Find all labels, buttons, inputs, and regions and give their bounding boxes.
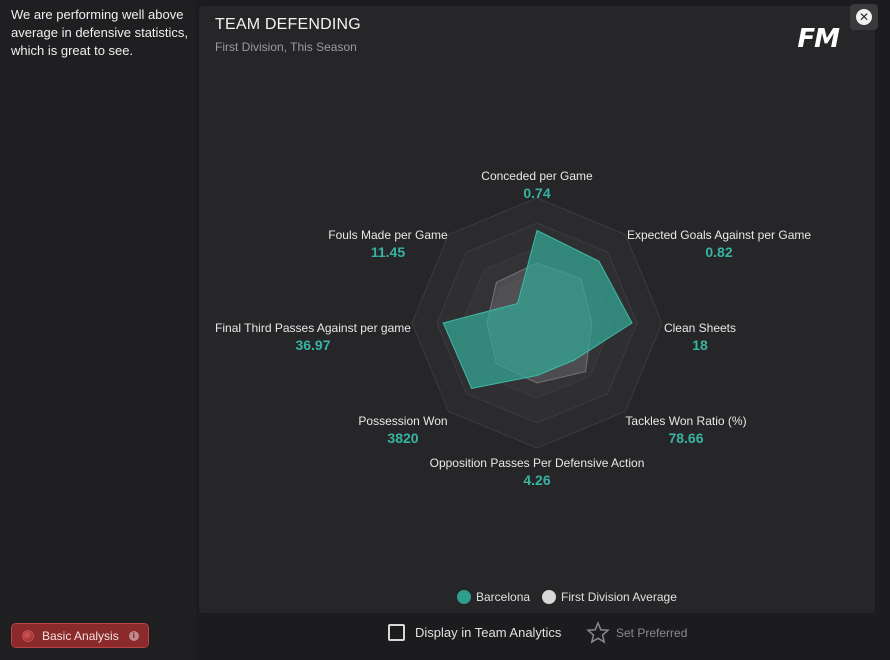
axis-value: 3820 bbox=[387, 430, 418, 446]
legend-average-label: First Division Average bbox=[561, 590, 677, 604]
analysis-status-icon bbox=[22, 629, 34, 642]
set-preferred-button[interactable]: Set Preferred bbox=[586, 621, 687, 645]
info-icon[interactable]: i bbox=[128, 630, 139, 641]
right-edge bbox=[878, 0, 890, 660]
axis-label: Clean Sheets bbox=[664, 321, 736, 335]
axis-value: 0.74 bbox=[523, 185, 550, 201]
set-preferred-label: Set Preferred bbox=[616, 626, 688, 640]
left-panel: We are performing well above average in … bbox=[0, 0, 196, 660]
axis-label: Expected Goals Against per Game bbox=[627, 228, 811, 242]
basic-analysis-button[interactable]: Basic Analysis i bbox=[11, 623, 149, 648]
close-button[interactable]: ✕ bbox=[850, 4, 878, 30]
fm-logo: FM bbox=[797, 24, 840, 54]
display-in-team-analytics-toggle[interactable]: Display in Team Analytics bbox=[388, 624, 561, 641]
axis-label: Possession Won bbox=[358, 414, 447, 428]
axis-value: 78.66 bbox=[668, 430, 703, 446]
display-checkbox[interactable] bbox=[388, 624, 405, 641]
radar-labels: Conceded per Game 0.74 Expected Goals Agai… bbox=[215, 169, 811, 488]
axis-value: 4.26 bbox=[523, 472, 550, 488]
axis-value: 36.97 bbox=[295, 337, 330, 353]
axis-label: Opposition Passes Per Defensive Action bbox=[430, 456, 645, 470]
legend-item-team: Barcelona bbox=[457, 590, 530, 604]
insight-text: We are performing well above average in … bbox=[11, 7, 189, 58]
legend-team-swatch bbox=[457, 590, 471, 604]
legend-team-label: Barcelona bbox=[476, 590, 531, 604]
chart-legend: Barcelona First Division Average bbox=[457, 590, 677, 604]
axis-value: 0.82 bbox=[705, 244, 732, 260]
legend-item-average: First Division Average bbox=[542, 590, 677, 604]
panel-subtitle: First Division, This Season bbox=[215, 40, 357, 54]
radar-series bbox=[442, 229, 633, 389]
axis-value: 18 bbox=[692, 337, 708, 353]
panel-title: TEAM DEFENDING bbox=[215, 16, 361, 33]
display-label: Display in Team Analytics bbox=[415, 625, 562, 640]
basic-analysis-label: Basic Analysis bbox=[42, 628, 119, 643]
axis-value: 11.45 bbox=[371, 244, 405, 260]
axis-label: Fouls Made per Game bbox=[328, 228, 448, 242]
legend-average-swatch bbox=[542, 590, 557, 604]
series-barcelona-polygon bbox=[442, 229, 633, 389]
axis-label: Tackles Won Ratio (%) bbox=[625, 414, 746, 428]
axis-label: Final Third Passes Against per game bbox=[215, 321, 411, 335]
axis-label: Conceded per Game bbox=[481, 169, 593, 183]
close-icon: ✕ bbox=[856, 9, 872, 25]
star-icon bbox=[586, 621, 610, 644]
